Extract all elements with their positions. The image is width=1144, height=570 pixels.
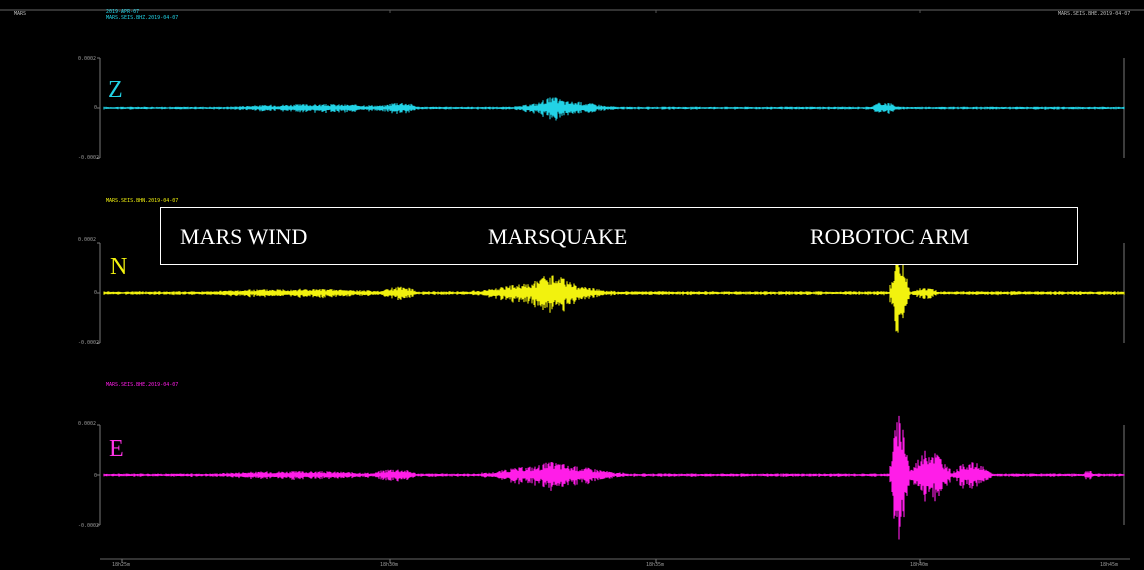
channel-label-z: Z bbox=[108, 77, 123, 103]
n-ytick-top: 0.0002 bbox=[78, 237, 97, 243]
waveform-n bbox=[103, 255, 1125, 333]
waveform-z bbox=[103, 97, 1125, 121]
x-tick-label-1: 18h25m bbox=[112, 562, 131, 568]
annotation-robotic-arm: ROBOTOC ARM bbox=[810, 224, 970, 249]
n-ytick-mid: 0 bbox=[94, 290, 98, 296]
e-ytick-top: 0.0002 bbox=[78, 421, 97, 427]
e-ytick-bottom: -0.0002 bbox=[78, 523, 100, 529]
z-ytick-bottom: -0.0002 bbox=[78, 155, 100, 161]
x-tick-label-3: 18h35m bbox=[646, 562, 665, 568]
e-station-label: MARS.SEIS.BHE.2019-04-07 bbox=[106, 382, 179, 388]
waveform-e bbox=[103, 415, 1125, 540]
x-tick-label-2: 18h30m bbox=[380, 562, 399, 568]
annotation-mars-wind: MARS WIND bbox=[180, 224, 308, 249]
header-left-label: MARS bbox=[14, 11, 27, 17]
x-tick-label-5: 18h45m bbox=[1100, 562, 1119, 568]
header-title-line2: MARS.SEIS.BHZ.2019-04-07 bbox=[106, 15, 179, 21]
header-right-label: MARS.SEIS.BHE.2019-04-07 bbox=[1058, 11, 1131, 17]
n-ytick-bottom: -0.0002 bbox=[78, 340, 100, 346]
z-ytick-mid: 0 bbox=[94, 105, 98, 111]
annotation-marsquake: MARSQUAKE bbox=[488, 224, 628, 249]
event-annotation-box: MARS WIND MARSQUAKE ROBOTOC ARM bbox=[160, 207, 1078, 265]
n-station-label: MARS.SEIS.BHN.2019-04-07 bbox=[106, 198, 179, 204]
z-ytick-top: 0.0002 bbox=[78, 56, 97, 62]
e-ytick-mid: 0 bbox=[94, 473, 98, 479]
channel-label-n: N bbox=[110, 254, 128, 280]
channel-label-e: E bbox=[109, 436, 124, 462]
x-tick-label-4: 18h40m bbox=[910, 562, 929, 568]
header-title-line1: 2019-APR-07 bbox=[106, 9, 140, 15]
